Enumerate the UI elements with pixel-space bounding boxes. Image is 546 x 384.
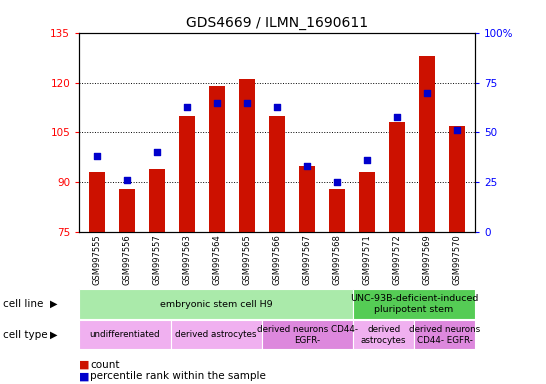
Point — [333, 179, 341, 185]
Text: GSM997567: GSM997567 — [302, 234, 312, 285]
Bar — [449, 126, 465, 232]
Bar — [79, 320, 170, 349]
Text: GSM997566: GSM997566 — [272, 234, 282, 285]
Text: GSM997571: GSM997571 — [363, 234, 372, 285]
Bar — [414, 320, 475, 349]
Bar — [209, 86, 225, 232]
Bar — [419, 56, 435, 232]
Text: derived neurons CD44-
EGFR-: derived neurons CD44- EGFR- — [257, 325, 358, 344]
Text: GSM997556: GSM997556 — [123, 234, 132, 285]
Text: cell type: cell type — [3, 330, 48, 340]
Bar — [299, 166, 316, 232]
Text: ▶: ▶ — [50, 299, 58, 309]
Bar — [389, 122, 405, 232]
Bar — [170, 320, 262, 349]
Bar — [269, 116, 286, 232]
Point — [123, 177, 132, 184]
Point — [243, 99, 252, 106]
Text: count: count — [90, 360, 120, 370]
Bar — [89, 172, 105, 232]
Text: GSM997563: GSM997563 — [182, 234, 192, 285]
Text: GSM997568: GSM997568 — [333, 234, 342, 285]
Text: percentile rank within the sample: percentile rank within the sample — [90, 371, 266, 381]
Text: derived
astrocytes: derived astrocytes — [361, 325, 406, 344]
Text: UNC-93B-deficient-induced
pluripotent stem: UNC-93B-deficient-induced pluripotent st… — [350, 295, 478, 314]
Bar — [262, 320, 353, 349]
Text: GSM997564: GSM997564 — [212, 234, 222, 285]
Point — [393, 113, 401, 119]
Text: ■: ■ — [79, 371, 90, 381]
Bar — [79, 289, 353, 319]
Point — [302, 163, 311, 169]
Bar — [179, 116, 195, 232]
Text: embryonic stem cell H9: embryonic stem cell H9 — [160, 300, 272, 309]
Text: GSM997569: GSM997569 — [423, 234, 431, 285]
Text: derived neurons
CD44- EGFR-: derived neurons CD44- EGFR- — [409, 325, 480, 344]
Text: GSM997570: GSM997570 — [453, 234, 461, 285]
Bar — [329, 189, 345, 232]
Text: GSM997565: GSM997565 — [242, 234, 252, 285]
Point — [273, 103, 282, 109]
Point — [453, 127, 461, 134]
Text: ■: ■ — [79, 360, 90, 370]
Bar — [353, 320, 414, 349]
Text: GSM997572: GSM997572 — [393, 234, 401, 285]
Title: GDS4669 / ILMN_1690611: GDS4669 / ILMN_1690611 — [186, 16, 368, 30]
Point — [213, 99, 222, 106]
Bar — [359, 172, 375, 232]
Text: ▶: ▶ — [50, 330, 58, 340]
Point — [183, 103, 192, 109]
Point — [153, 149, 162, 156]
Text: derived astrocytes: derived astrocytes — [175, 330, 257, 339]
Text: GSM997557: GSM997557 — [153, 234, 162, 285]
Text: cell line: cell line — [3, 299, 43, 309]
Text: GSM997555: GSM997555 — [93, 234, 102, 285]
Point — [423, 89, 431, 96]
Bar — [149, 169, 165, 232]
Bar — [239, 79, 256, 232]
Point — [363, 157, 371, 164]
Bar — [119, 189, 135, 232]
Point — [93, 153, 102, 159]
Bar — [353, 289, 475, 319]
Text: undifferentiated: undifferentiated — [90, 330, 160, 339]
